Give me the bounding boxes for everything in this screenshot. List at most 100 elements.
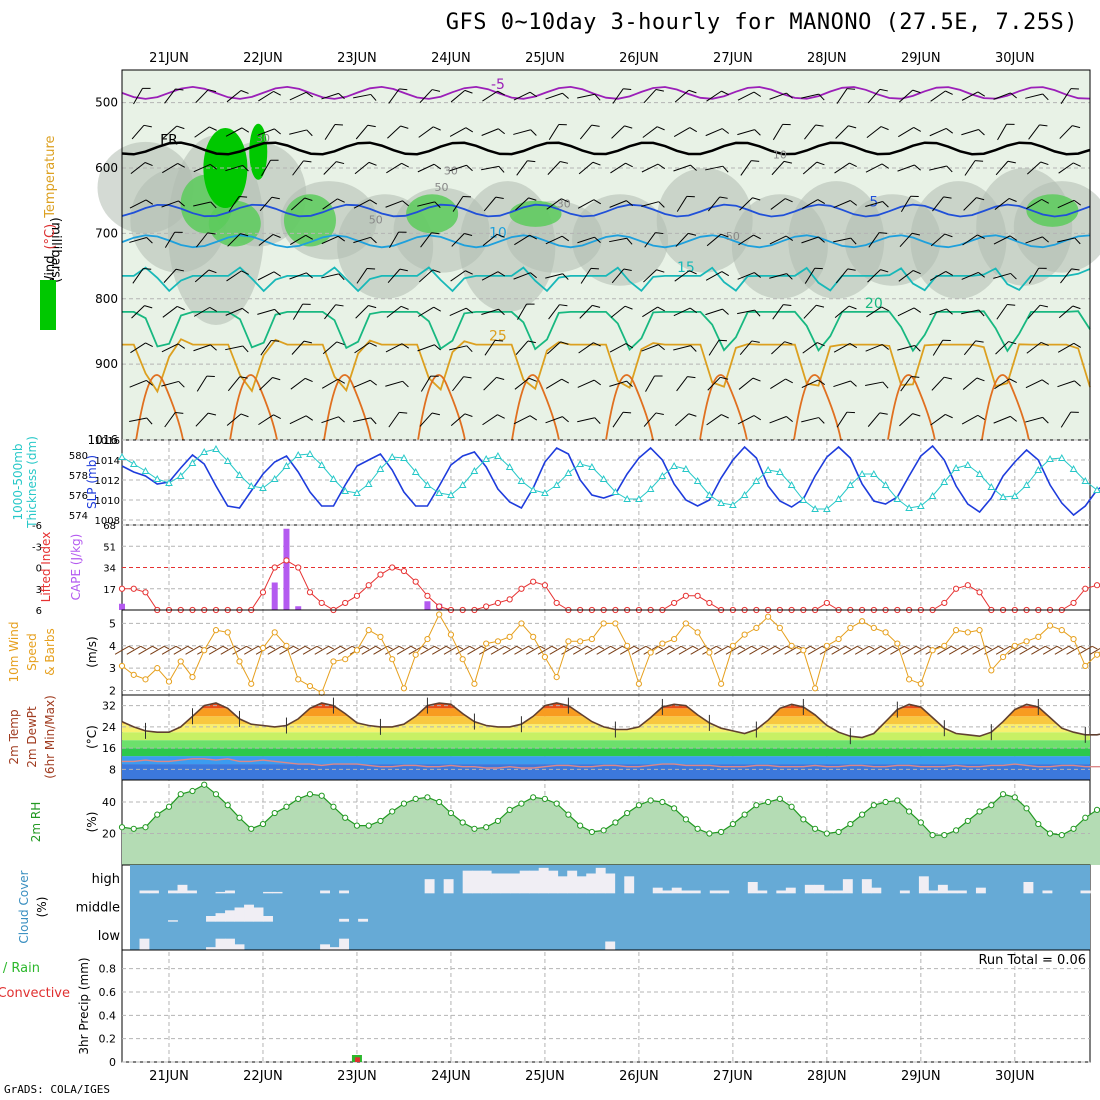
rh-point	[271, 809, 278, 817]
wind-barb	[1027, 304, 1049, 319]
rh-point	[565, 811, 572, 818]
surface-wind-barb-flag	[1033, 645, 1039, 650]
surface-wind-barb-flag	[739, 645, 746, 650]
wind-barb-staff	[387, 125, 401, 139]
wind-barb-flag	[945, 270, 954, 276]
wind-barb-flag	[594, 417, 601, 424]
wind-barb	[450, 413, 473, 427]
rh-point	[506, 806, 513, 814]
wind-barb	[673, 307, 698, 317]
surface-wind-barb	[291, 645, 311, 655]
cloud-high-cell	[567, 870, 578, 894]
wind-barb	[289, 91, 314, 101]
wind-barb-staff	[450, 413, 466, 427]
wind-barb-staff	[769, 235, 787, 245]
wind-barb-flag	[977, 234, 985, 239]
rh-contour-label: 50	[726, 230, 740, 243]
wind-barb-staff	[417, 163, 435, 173]
wind-barb	[577, 379, 602, 388]
wind-barb-staff	[836, 88, 848, 104]
wind-barb-staff	[131, 305, 145, 319]
wind-barb	[548, 304, 568, 320]
wind-barb-flag	[466, 345, 473, 353]
surface-wind-barb	[138, 645, 158, 655]
wind-barb-staff	[932, 196, 944, 212]
rh-axis-label: 2m RH	[29, 802, 43, 843]
surface-wind-barb-flag	[892, 645, 898, 650]
wind-barb	[321, 378, 346, 389]
wind-speed-point	[306, 682, 314, 690]
wind-barb-staff	[164, 412, 176, 428]
wind-barb-staff	[420, 232, 432, 248]
wind-barb-flag	[722, 308, 729, 315]
wind-barb	[130, 342, 153, 354]
surface-wind-barb	[1031, 645, 1051, 655]
isotherm-line	[122, 338, 1091, 394]
cloud-high-cell	[443, 879, 454, 894]
wind-barb	[516, 160, 536, 176]
wind-barb-flag	[241, 127, 250, 133]
thickness-point	[588, 462, 596, 470]
wind-barb-flag	[401, 343, 410, 349]
rh-point	[952, 827, 960, 834]
wind-barb	[1026, 161, 1049, 175]
wind-barb-staff	[801, 199, 819, 209]
lifted-point	[306, 589, 314, 596]
surface-wind-barb-flag	[951, 645, 957, 650]
wind-barb-staff	[738, 234, 754, 246]
surface-wind-barb-flag	[504, 645, 511, 650]
wind-barb	[836, 88, 856, 104]
wind-barb-staff	[513, 415, 531, 425]
wind-barb-flag	[657, 306, 665, 312]
surface-wind-barb-staff	[244, 645, 259, 655]
wind-barb-flag	[399, 268, 408, 272]
wind-speed-point	[635, 680, 642, 687]
wind-barb	[676, 376, 696, 392]
temp-fill-band	[122, 740, 1090, 749]
thickness-tick-label: 576	[69, 491, 88, 502]
wind-barb-flag	[913, 307, 922, 313]
wind-barb	[164, 88, 184, 104]
lifted-point	[259, 589, 267, 596]
wind-barb-staff	[769, 273, 787, 279]
wind-barb	[514, 234, 537, 246]
wind-barb	[833, 380, 857, 388]
wind-barb-flag	[592, 304, 601, 308]
wind-barb-flag	[498, 166, 505, 173]
cloud-middle-cell	[234, 907, 245, 922]
wind-barb-flag	[1072, 305, 1081, 310]
cloud-high-cell	[1080, 890, 1091, 894]
wind-barb-flag	[433, 306, 441, 312]
wind-barb-staff	[961, 309, 979, 315]
wind-barb-flag	[786, 92, 793, 99]
wind-barb-staff	[517, 303, 527, 320]
wind-barb	[545, 273, 569, 280]
wind-barb-staff	[673, 127, 691, 138]
wind-barb-flag	[783, 160, 793, 164]
wind-speed-point	[729, 642, 736, 649]
wind-barb-flag	[465, 270, 473, 275]
wind-barb-staff	[389, 231, 399, 249]
wind-barb	[449, 164, 473, 172]
lifted-tick-label: -3	[32, 542, 42, 553]
wind-barb-flag	[688, 413, 697, 417]
thickness-point	[294, 450, 303, 458]
rh-point	[870, 802, 877, 809]
wind-barb	[1025, 416, 1049, 424]
wind-barb	[641, 344, 665, 352]
wind-barb	[258, 90, 281, 102]
wind-barb	[545, 416, 569, 424]
wind-barb-flag	[496, 233, 505, 238]
wind-barb-staff	[804, 268, 816, 284]
pressure-tick-label: 600	[95, 161, 118, 175]
wind-barb-staff	[545, 273, 563, 279]
wind-barb-staff	[995, 160, 1009, 176]
wind-barb-flag	[656, 269, 665, 273]
isotherm-line	[121, 85, 1091, 100]
wind-barb	[645, 375, 663, 392]
wind-barb-flag	[240, 90, 249, 94]
wind-barb-flag	[337, 235, 346, 242]
wind-barb-flag	[175, 268, 185, 272]
cape-tick-label: 17	[103, 585, 116, 596]
wind-barb-staff	[513, 129, 531, 135]
